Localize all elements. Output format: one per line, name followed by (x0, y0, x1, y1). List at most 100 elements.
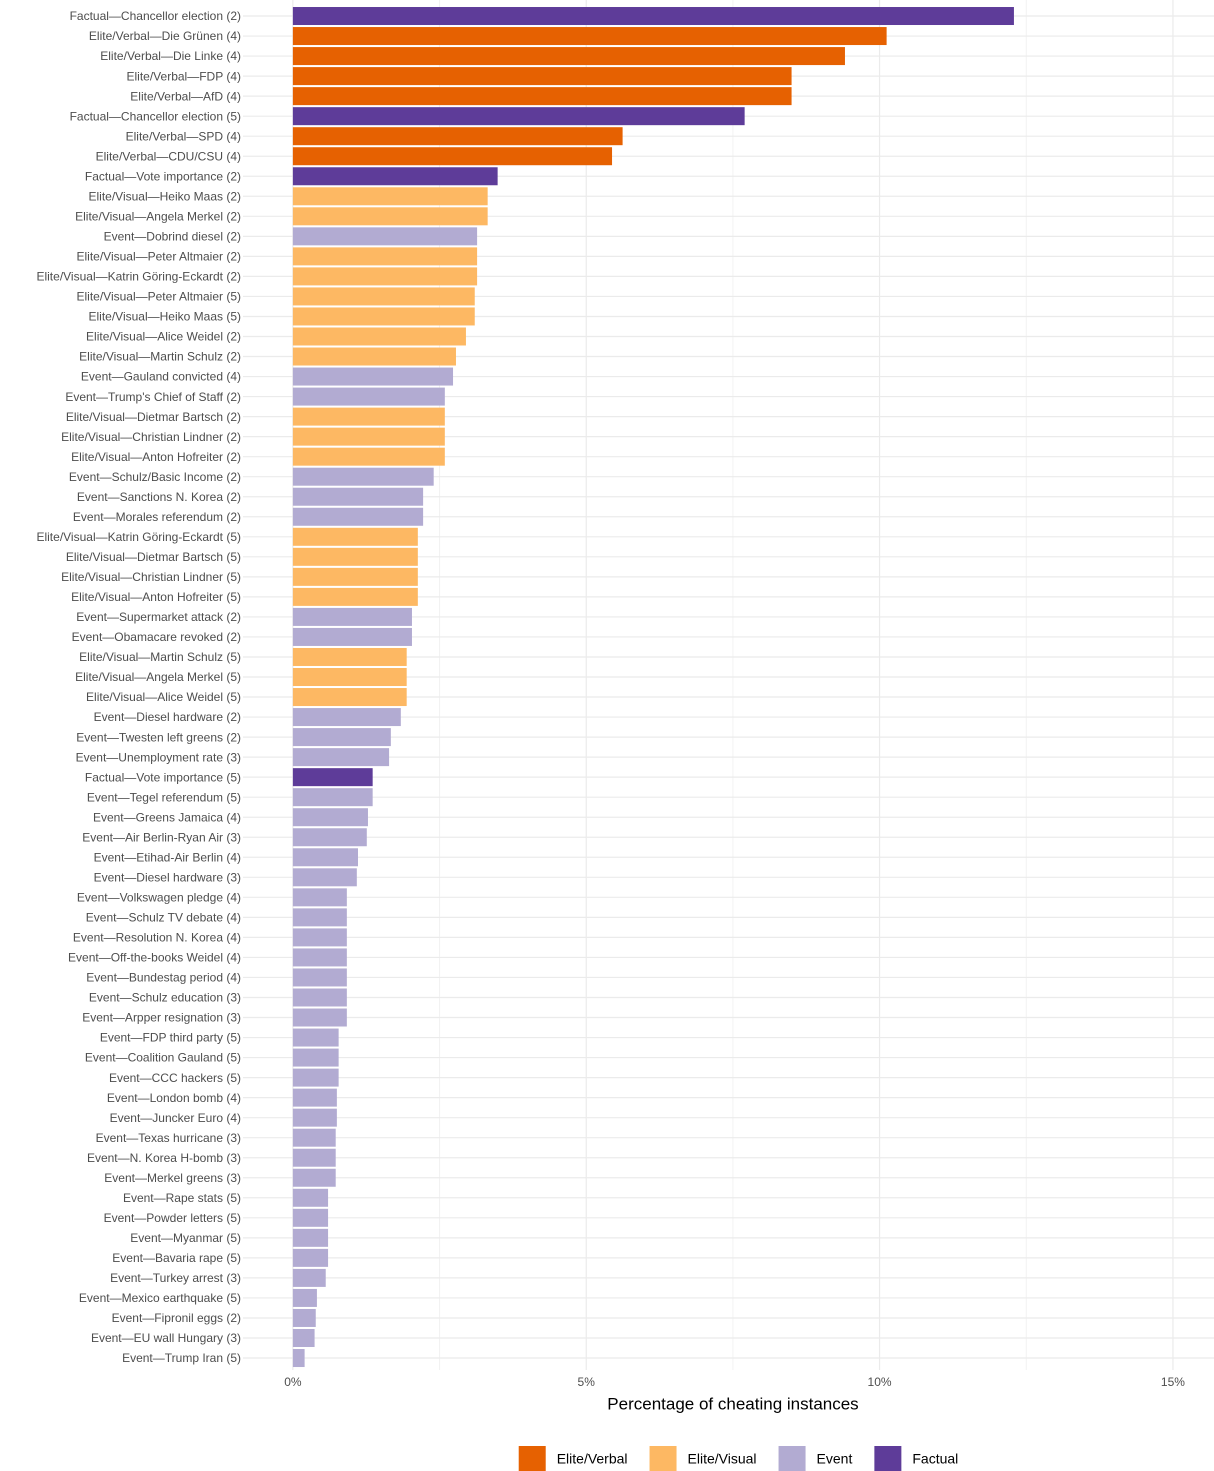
y-tick-label: Event—Coalition Gauland (5) (85, 1051, 241, 1065)
y-tick-label: Elite/Visual—Heiko Maas (5) (88, 310, 241, 324)
legend-swatch (874, 1446, 902, 1471)
bar (292, 708, 401, 727)
bar (292, 1188, 329, 1207)
y-tick-label: Event—Dobrind diesel (2) (104, 230, 241, 244)
y-tick-label: Factual—Vote importance (2) (85, 169, 241, 183)
y-tick-label: Elite/Verbal—Die Grünen (4) (89, 29, 241, 43)
bar (292, 447, 445, 466)
bar (292, 1008, 347, 1027)
y-tick-label: Factual—Chancellor election (2) (70, 9, 241, 23)
y-tick-label: Event—Merkel greens (3) (104, 1171, 241, 1185)
y-tick-label: Event—Bundestag period (4) (86, 971, 241, 985)
bar (292, 908, 347, 927)
bar (292, 227, 478, 246)
y-tick-label: Event—Sanctions N. Korea (2) (77, 490, 241, 504)
y-tick-label: Elite/Verbal—FDP (4) (127, 69, 242, 83)
bar (292, 267, 478, 286)
bar (292, 1108, 337, 1127)
bar (292, 367, 454, 386)
y-tick-label: Event—FDP third party (5) (100, 1031, 241, 1045)
bar (292, 607, 412, 626)
y-tick-label: Event—Air Berlin-Ryan Air (3) (82, 830, 241, 844)
bar (292, 487, 424, 506)
y-tick-label: Event—Resolution N. Korea (4) (73, 931, 241, 945)
y-tick-label: Event—Bavaria rape (5) (112, 1251, 241, 1265)
bar (292, 888, 347, 907)
bar (292, 988, 347, 1007)
bar (292, 467, 434, 486)
y-tick-label: Event—Morales referendum (2) (73, 510, 241, 524)
y-tick-label: Elite/Visual—Peter Altmaier (5) (76, 290, 241, 304)
y-tick-label: Event—London bomb (4) (107, 1091, 241, 1105)
bar (292, 968, 347, 987)
y-tick-label: Event—Volkswagen pledge (4) (77, 891, 241, 905)
y-tick-label: Elite/Verbal—AfD (4) (130, 89, 241, 103)
legend-swatch (518, 1446, 546, 1471)
x-tick-label: 0% (284, 1375, 302, 1389)
bar (292, 1268, 326, 1287)
y-tick-label: Elite/Visual—Angela Merkel (2) (75, 209, 241, 223)
x-axis-title: Percentage of cheating instances (607, 1394, 858, 1413)
y-tick-label: Event—Fipronil eggs (2) (112, 1311, 241, 1325)
bar (292, 427, 445, 446)
y-tick-label: Event—Unemployment rate (3) (76, 750, 241, 764)
bar (292, 307, 475, 326)
y-tick-label: Elite/Visual—Dietmar Bartsch (2) (66, 410, 241, 424)
y-tick-label: Event—EU wall Hungary (3) (91, 1331, 241, 1345)
y-tick-label: Elite/Visual—Christian Lindner (2) (61, 430, 241, 444)
y-tick-label: Elite/Verbal—SPD (4) (126, 129, 241, 143)
y-tick-label: Elite/Visual—Martin Schulz (5) (79, 650, 241, 664)
legend-label: Event (817, 1451, 853, 1467)
y-tick-label: Elite/Visual—Angela Merkel (5) (75, 670, 241, 684)
legend-swatch (778, 1446, 806, 1471)
bar (292, 768, 373, 787)
bar (292, 167, 498, 186)
bar (292, 808, 368, 827)
bar (292, 207, 488, 226)
bar (292, 247, 478, 266)
bar (292, 647, 407, 666)
x-tick-label: 15% (1161, 1375, 1185, 1389)
y-tick-label: Event—Diesel hardware (3) (94, 870, 241, 884)
bar (292, 107, 745, 126)
bar (292, 1248, 329, 1267)
y-tick-label: Event—Twesten left greens (2) (76, 730, 241, 744)
bar (292, 1168, 336, 1187)
bar (292, 127, 623, 146)
bar (292, 507, 424, 526)
bar (292, 948, 347, 967)
y-tick-label: Elite/Visual—Dietmar Bartsch (5) (66, 550, 241, 564)
legend-swatch (649, 1446, 677, 1471)
bar (292, 7, 1014, 26)
y-tick-label: Event—Greens Jamaica (4) (93, 810, 241, 824)
bar (292, 828, 367, 847)
bar (292, 1088, 337, 1107)
y-tick-label: Elite/Visual—Heiko Maas (2) (88, 189, 241, 203)
bar (292, 147, 613, 166)
bar (292, 1068, 339, 1087)
y-tick-label: Elite/Visual—Peter Altmaier (2) (76, 250, 241, 264)
bar (292, 788, 373, 807)
bar (292, 407, 445, 426)
y-tick-label: Elite/Visual—Katrin Göring-Eckardt (5) (36, 530, 241, 544)
y-tick-label: Event—CCC hackers (5) (109, 1071, 241, 1085)
legend-label: Factual (912, 1451, 958, 1467)
y-tick-label: Event—Supermarket attack (2) (76, 610, 241, 624)
bar (292, 868, 357, 887)
y-tick-label: Event—Schulz TV debate (4) (86, 911, 241, 925)
y-tick-label: Event—Obamacare revoked (2) (72, 630, 241, 644)
bar (292, 668, 407, 687)
y-tick-label: Event—Diesel hardware (2) (94, 710, 241, 724)
bar (292, 1148, 336, 1167)
y-tick-label: Elite/Visual—Alice Weidel (2) (86, 330, 241, 344)
bar (292, 87, 792, 106)
bar (292, 1028, 339, 1047)
x-tick-label: 5% (578, 1375, 596, 1389)
y-tick-label: Elite/Verbal—CDU/CSU (4) (96, 149, 241, 163)
y-tick-label: Event—N. Korea H-bomb (3) (87, 1151, 241, 1165)
y-tick-label: Elite/Visual—Alice Weidel (5) (86, 690, 241, 704)
y-tick-label: Event—Etihad-Air Berlin (4) (94, 850, 241, 864)
y-tick-label: Elite/Visual—Anton Hofreiter (2) (71, 450, 241, 464)
bar (292, 347, 456, 366)
